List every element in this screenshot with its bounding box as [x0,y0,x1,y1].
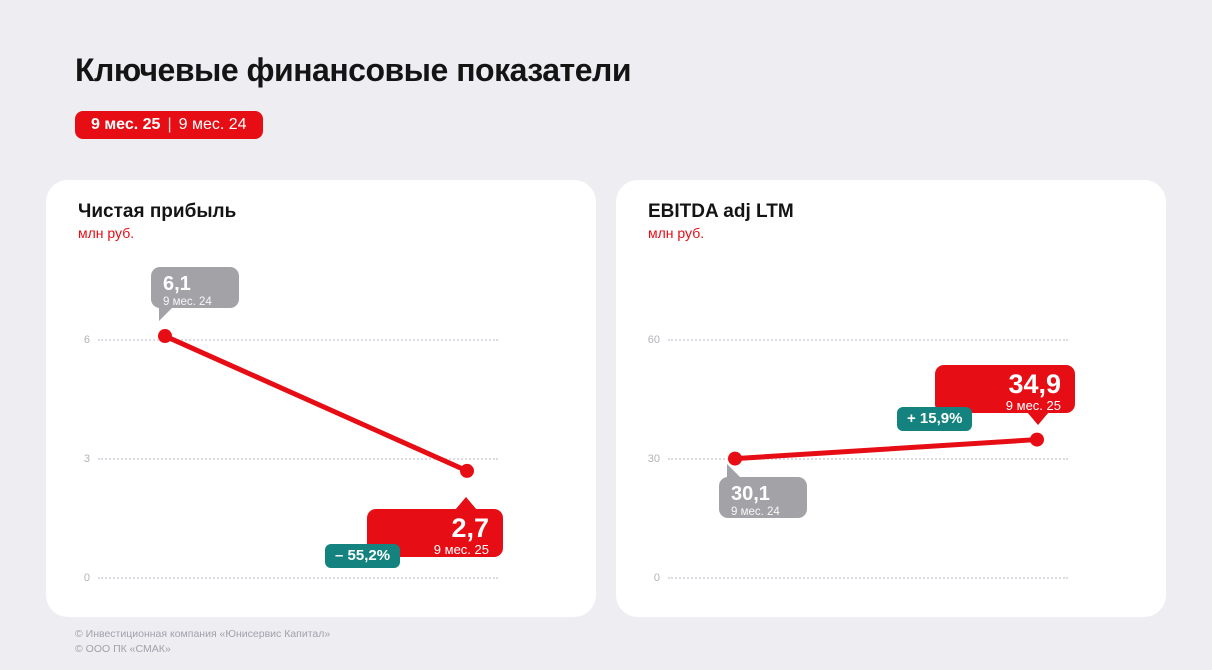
gridline-row: 6 [46,333,596,347]
tooltip-period: 9 мес. 24 [731,506,780,518]
gridline-row: 0 [46,571,596,585]
tooltip-value: 34,9 [1008,369,1061,399]
chart-title: Чистая прибыль [78,201,237,222]
y-tick-label: 30 [647,453,660,465]
ebitda-card: EBITDA adj LTM млн руб. 60 30 0 34,9 9 м… [616,180,1166,617]
y-tick-label: 0 [653,572,660,584]
tooltip-tail [727,464,741,478]
period-badge: 9 мес. 25 | 9 мес. 24 [75,111,263,139]
gridline [98,458,498,460]
line-series [728,432,1044,466]
tooltip-period: 9 мес. 24 [163,296,212,308]
copyright-footer: © Инвестиционная компания «Юнисервис Кап… [75,627,330,657]
tooltip-previous-value: 30,1 9 мес. 24 [719,464,807,518]
gridline [668,339,1068,341]
gridline-row: 3 [46,452,596,466]
net-profit-card: Чистая прибыль млн руб. 6 3 0 6,1 9 мес.… [46,180,596,617]
tooltip-value: 6,1 [163,273,191,295]
tooltip-period: 9 мес. 25 [1005,398,1061,414]
period-previous: 9 мес. 24 [178,116,247,133]
copyright-line: © ООО ПК «СМАК» [75,643,171,655]
gridline-row: 30 [616,452,1166,466]
change-percent-badge: – 55,2% [325,544,401,568]
gridline [98,577,498,579]
gridline [668,458,1068,460]
tooltip-current-value: 34,9 9 мес. 25 [935,365,1075,425]
page-title: Ключевые финансовые показатели [75,52,632,88]
tooltip-tail [1027,412,1049,425]
chart-unit: млн руб. [648,225,705,241]
tooltip-period: 9 мес. 25 [433,542,489,558]
line-series [158,329,474,478]
tooltip-tail [455,497,477,510]
gridline-row: 0 [616,571,1166,585]
y-tick-label: 0 [83,572,90,584]
y-tick-label: 3 [83,453,90,465]
copyright-line: © Инвестиционная компания «Юнисервис Кап… [75,628,331,640]
y-tick-label: 60 [647,334,660,346]
change-percent-badge: + 15,9% [897,407,973,431]
chart-unit: млн руб. [78,225,135,241]
tooltip-value: 2,7 [451,513,489,543]
tooltip-tail [159,307,173,321]
y-tick-label: 6 [83,334,90,346]
period-current: 9 мес. 25 [91,116,161,133]
tooltip-previous-value: 6,1 9 мес. 24 [151,267,239,321]
gridline [98,339,498,341]
gridline [668,577,1068,579]
chart-title: EBITDA adj LTM [648,201,794,222]
tooltip-value: 30,1 [731,483,770,505]
period-separator: | [167,116,172,133]
gridline-row: 60 [616,333,1166,347]
